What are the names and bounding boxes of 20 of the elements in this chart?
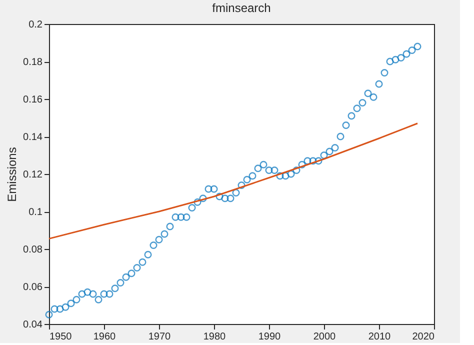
x-tick-label: 2020 <box>412 332 435 342</box>
y-tick-label: 0.08 <box>23 244 43 256</box>
y-tick-label: 0.1 <box>28 207 43 218</box>
y-tick-label: 0.2 <box>28 20 43 30</box>
chart-title: fminsearch <box>212 1 271 15</box>
x-tick-label: 1970 <box>148 332 172 342</box>
y-tick-label: 0.16 <box>23 94 43 106</box>
y-tick-label: 0.06 <box>23 282 43 293</box>
y-tick-label: 0.18 <box>23 57 43 68</box>
y-axis-title: Emissions <box>5 147 20 202</box>
y-tick-label: 0.14 <box>23 132 43 143</box>
x-tick-label: 1960 <box>93 332 116 342</box>
x-tick-label: 1990 <box>258 332 282 342</box>
y-tick-label: 0.04 <box>23 320 43 330</box>
line-series <box>48 122 418 240</box>
x-tick-label: 1980 <box>203 332 226 342</box>
x-tick-label: 2010 <box>368 332 392 342</box>
x-tick-label: 2000 <box>313 332 336 342</box>
x-tick-label: 1950 <box>50 332 72 342</box>
y-tick-label: 0.12 <box>23 170 43 180</box>
